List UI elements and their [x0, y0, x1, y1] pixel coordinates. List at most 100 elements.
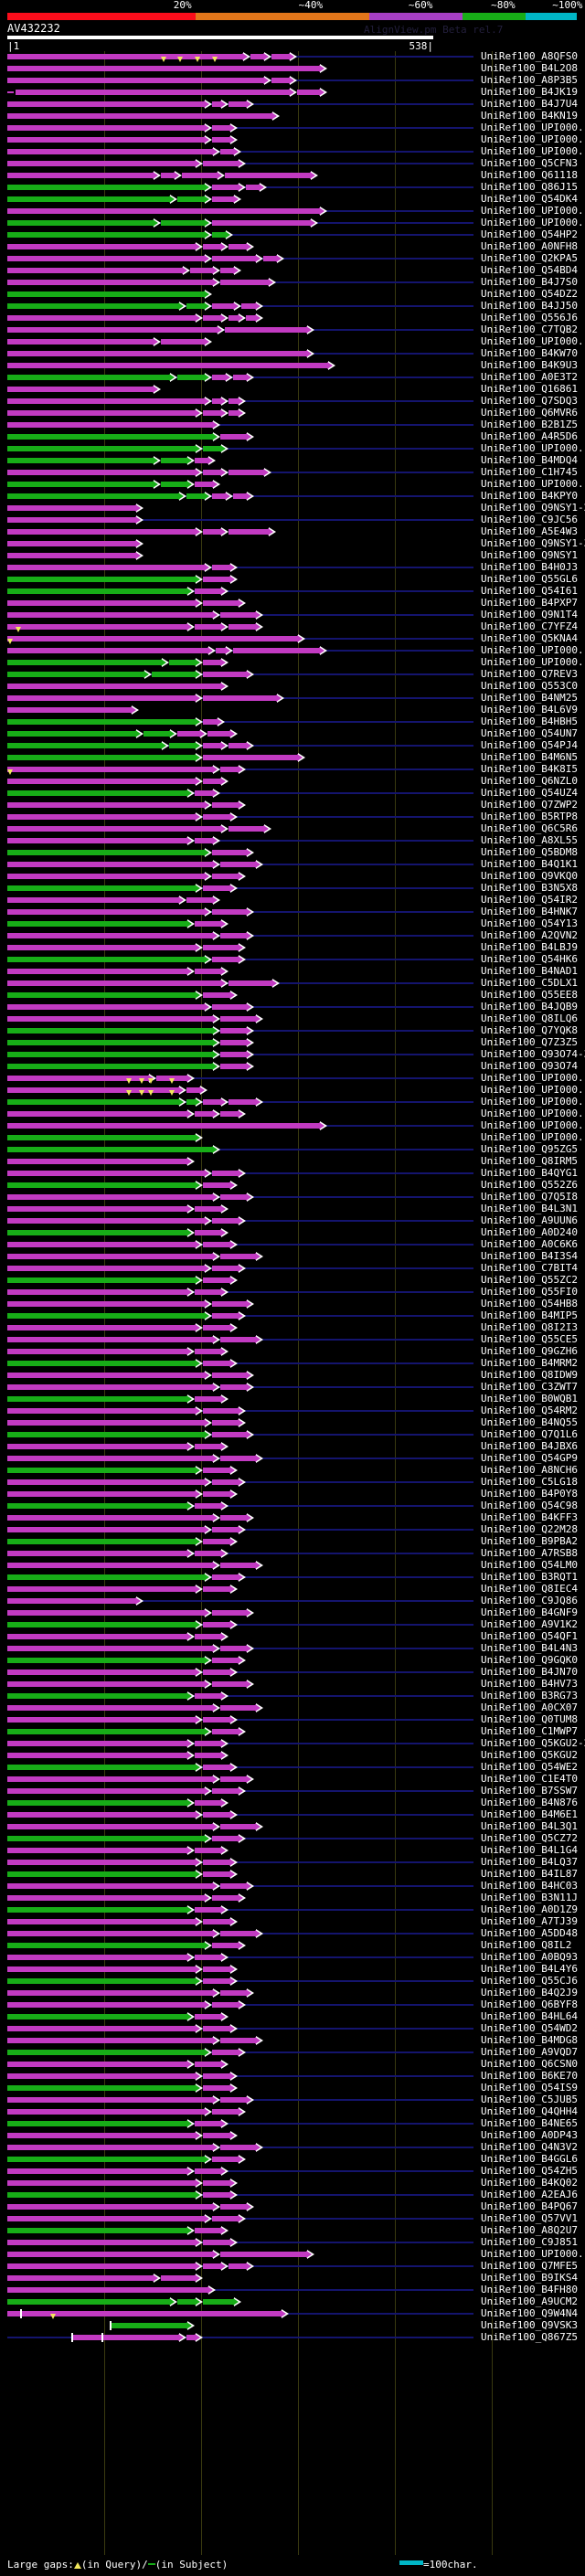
hsp-bar[interactable]	[203, 1277, 231, 1283]
hsp-bar[interactable]	[203, 2299, 236, 2305]
hit-label[interactable]: UniRef100_B4HBH5	[481, 716, 578, 727]
hsp-bar[interactable]	[195, 1289, 223, 1295]
hsp-bar[interactable]	[7, 850, 206, 855]
table-row[interactable]: UniRef100_B4HC03	[0, 1880, 585, 1892]
table-row[interactable]: UniRef100_B4KW70	[0, 347, 585, 360]
hit-label[interactable]: UniRef100_Q5BDM8	[481, 846, 578, 858]
table-row[interactable]: UniRef100_Q9W4N4	[0, 2307, 585, 2320]
hsp-bar[interactable]	[211, 1943, 239, 1948]
hit-label[interactable]: UniRef100_B3N11J	[481, 1892, 578, 1903]
hsp-bar[interactable]	[7, 1194, 214, 1200]
table-row[interactable]: UniRef100_B4JQB9	[0, 1001, 585, 1013]
hsp-bar[interactable]	[190, 268, 214, 273]
table-row[interactable]: UniRef100_B4KN19	[0, 110, 585, 122]
hsp-bar[interactable]	[7, 672, 146, 677]
table-row[interactable]: UniRef100_B4HL64	[0, 2010, 585, 2023]
hsp-bar[interactable]	[7, 1420, 206, 1426]
hit-label[interactable]: UniRef100_B4KW70	[481, 347, 578, 359]
hsp-bar[interactable]	[203, 2180, 231, 2186]
hsp-bar[interactable]	[7, 2097, 214, 2103]
hsp-bar[interactable]	[203, 660, 223, 665]
hsp-bar[interactable]	[220, 1824, 257, 1829]
hit-label[interactable]: UniRef100_Q9W4N4	[481, 2307, 578, 2319]
hsp-bar[interactable]	[229, 1099, 257, 1105]
table-row[interactable]: UniRef100_Q9VSK3	[0, 2319, 585, 2332]
hsp-bar[interactable]	[7, 1515, 214, 1521]
hit-label[interactable]: UniRef100_Q54C98	[481, 1500, 578, 1511]
hsp-bar[interactable]	[245, 185, 261, 190]
hsp-bar[interactable]	[144, 731, 172, 737]
hit-label[interactable]: UniRef100_Q54DK4	[481, 193, 578, 205]
hsp-bar[interactable]	[195, 1111, 214, 1117]
hsp-bar[interactable]	[177, 196, 206, 202]
hsp-bar[interactable]	[203, 577, 231, 582]
table-row[interactable]: UniRef100_B5RTP8	[0, 811, 585, 823]
hsp-bar[interactable]	[203, 1491, 231, 1497]
hsp-bar[interactable]	[7, 1776, 214, 1782]
hit-label[interactable]: UniRef100_B2B1Z5	[481, 419, 578, 430]
hsp-bar[interactable]	[7, 2204, 214, 2210]
hsp-bar[interactable]	[229, 826, 265, 832]
hsp-bar[interactable]	[211, 565, 231, 570]
hsp-bar[interactable]	[7, 933, 214, 938]
hsp-bar[interactable]	[7, 1883, 214, 1889]
hsp-bar[interactable]	[203, 1586, 231, 1592]
hit-label[interactable]: UniRef100_Q93O74	[481, 1060, 578, 1072]
hit-label[interactable]: UniRef100_A2EAJ6	[481, 2189, 578, 2200]
hsp-bar[interactable]	[211, 2002, 239, 2008]
hsp-bar[interactable]	[7, 1574, 206, 1580]
hit-label[interactable]: UniRef100_Q54UZ4	[481, 787, 578, 799]
hsp-bar[interactable]	[229, 529, 270, 535]
hit-label[interactable]: UniRef100_Q16861	[481, 383, 578, 395]
table-row[interactable]: UniRef100_C1E4T0	[0, 1773, 585, 1786]
table-row[interactable]: UniRef100_C5LG18	[0, 1476, 585, 1489]
table-row[interactable]: UniRef100_Q54DK4	[0, 193, 585, 206]
hsp-bar[interactable]	[203, 755, 300, 760]
hsp-bar[interactable]	[220, 1016, 257, 1022]
hsp-bar[interactable]	[7, 1824, 214, 1829]
table-row[interactable]: UniRef100_Q8IL2	[0, 1939, 585, 1952]
table-row[interactable]: UniRef100_Q54RM2	[0, 1405, 585, 1417]
hsp-bar[interactable]	[203, 1182, 231, 1188]
table-row[interactable]: UniRef100_B0WQB1	[0, 1393, 585, 1405]
hsp-bar[interactable]	[7, 315, 197, 321]
table-row[interactable]: UniRef100_Q54IS9	[0, 2082, 585, 2094]
hit-label[interactable]: UniRef100_Q7Q1L6	[481, 1428, 578, 1440]
table-row[interactable]: UniRef100_C1H745	[0, 466, 585, 479]
hit-label[interactable]: UniRef100_B4KPY0	[481, 490, 578, 502]
hit-label[interactable]: UniRef100_B4M6E1	[481, 1808, 578, 1820]
hsp-bar[interactable]	[195, 1741, 223, 1746]
table-row[interactable]: UniRef100_Q54IR2	[0, 894, 585, 906]
table-row[interactable]: UniRef100_A2EAJ6	[0, 2189, 585, 2201]
hit-label[interactable]: UniRef100_Q8ILQ6	[481, 1012, 578, 1024]
hit-label[interactable]: UniRef100_B4H0J3	[481, 561, 578, 573]
hsp-bar[interactable]	[7, 1848, 189, 1853]
table-row[interactable]: UniRef100_A9V1K2	[0, 1618, 585, 1631]
hsp-bar[interactable]	[7, 624, 189, 630]
hit-label[interactable]: UniRef100_B0WQB1	[481, 1393, 578, 1405]
hit-label[interactable]: UniRef100_Q54ZH5	[481, 2165, 578, 2177]
hsp-bar[interactable]	[7, 1729, 206, 1734]
hsp-bar[interactable]	[195, 1503, 223, 1509]
hsp-bar[interactable]	[7, 743, 164, 748]
hsp-bar[interactable]	[195, 458, 210, 463]
hsp-bar[interactable]	[7, 541, 138, 546]
hsp-bar[interactable]	[203, 529, 223, 535]
table-row[interactable]: UniRef100_Q7MFE5	[0, 2260, 585, 2273]
table-row[interactable]: UniRef100_Q5CFN3	[0, 157, 585, 170]
hit-label[interactable]: UniRef100_C9J851	[481, 2236, 578, 2248]
hit-label[interactable]: UniRef100_A5DD48	[481, 1927, 578, 1939]
hsp-bar[interactable]	[7, 1860, 197, 1865]
hsp-bar[interactable]	[211, 1420, 239, 1426]
hsp-bar[interactable]	[7, 351, 308, 356]
hit-label[interactable]: UniRef100_C3ZWT7	[481, 1381, 578, 1393]
table-row[interactable]: UniRef100_Q6BYF8	[0, 1998, 585, 2011]
table-row[interactable]: UniRef100_UPI000..	[0, 205, 585, 217]
hsp-bar[interactable]	[195, 482, 214, 487]
hit-label[interactable]: UniRef100_B4PQ67	[481, 2200, 578, 2212]
hit-label[interactable]: UniRef100_B4PXP7	[481, 597, 578, 609]
hit-label[interactable]: UniRef100_B4L6V9	[481, 704, 578, 716]
table-row[interactable]: UniRef100_Q93O74-3	[0, 1048, 585, 1061]
hit-label[interactable]: UniRef100_C5DLX1	[481, 977, 578, 989]
hit-label[interactable]: UniRef100_Q54I61	[481, 585, 578, 597]
